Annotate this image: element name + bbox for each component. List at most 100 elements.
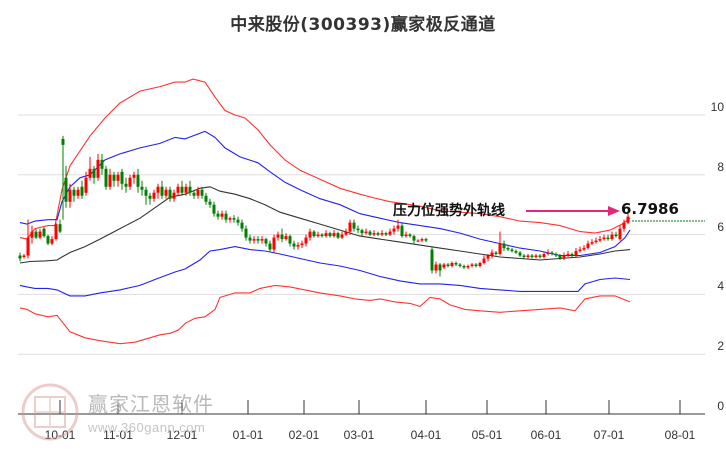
x-tick-label: 11-01 bbox=[103, 428, 133, 442]
y-tick-label: 8 bbox=[717, 159, 724, 174]
x-tick-label: 05-01 bbox=[471, 428, 503, 442]
candle bbox=[308, 231, 312, 238]
candle bbox=[272, 237, 276, 250]
candle bbox=[296, 245, 300, 247]
candle bbox=[268, 243, 272, 250]
candle bbox=[474, 264, 478, 266]
candle bbox=[542, 254, 546, 258]
candle bbox=[372, 233, 376, 235]
candle bbox=[34, 231, 38, 238]
candle bbox=[22, 255, 26, 258]
candle bbox=[164, 189, 168, 196]
x-tick-label: 07-01 bbox=[593, 428, 625, 442]
candle bbox=[442, 264, 446, 268]
candle bbox=[336, 233, 340, 238]
candle bbox=[438, 264, 442, 271]
candle bbox=[232, 218, 236, 220]
candle bbox=[420, 239, 424, 241]
candle bbox=[416, 240, 420, 242]
candle bbox=[26, 237, 30, 256]
candle bbox=[136, 174, 140, 187]
annotation-arrowhead bbox=[608, 206, 620, 216]
candle bbox=[128, 177, 132, 187]
candle bbox=[408, 234, 412, 237]
candle bbox=[244, 228, 248, 238]
candle bbox=[430, 249, 434, 271]
candle bbox=[602, 237, 606, 240]
candle bbox=[582, 248, 586, 250]
candle bbox=[606, 237, 610, 240]
candle bbox=[534, 255, 538, 258]
candle bbox=[18, 255, 22, 259]
watermark-seal-icon bbox=[20, 382, 80, 447]
candle bbox=[352, 222, 356, 229]
candle bbox=[344, 231, 348, 235]
candle bbox=[396, 225, 400, 229]
candle bbox=[204, 195, 208, 202]
candle bbox=[132, 174, 136, 178]
candle bbox=[490, 252, 494, 256]
x-tick-label: 03-01 bbox=[343, 428, 375, 442]
candle bbox=[538, 255, 542, 258]
candle bbox=[494, 252, 498, 255]
candle bbox=[224, 213, 228, 220]
candle bbox=[124, 183, 128, 187]
candle bbox=[216, 213, 220, 217]
candle bbox=[412, 236, 416, 241]
candle bbox=[328, 233, 332, 237]
candle bbox=[478, 263, 482, 266]
candle bbox=[160, 186, 164, 196]
candle bbox=[482, 258, 486, 264]
candle bbox=[466, 265, 470, 268]
candle bbox=[550, 252, 554, 255]
candle bbox=[188, 186, 192, 193]
candle bbox=[388, 231, 392, 235]
candle bbox=[30, 231, 34, 238]
candle bbox=[526, 255, 530, 258]
candle bbox=[240, 222, 244, 229]
channel-bands bbox=[19, 78, 631, 345]
candle bbox=[152, 192, 156, 199]
candle bbox=[384, 233, 388, 235]
y-tick-label: 4 bbox=[717, 279, 724, 294]
candle bbox=[72, 189, 76, 196]
candle bbox=[356, 228, 360, 231]
candle bbox=[88, 168, 92, 178]
candle bbox=[248, 237, 252, 241]
candle bbox=[320, 234, 324, 237]
candle bbox=[376, 233, 380, 235]
candle bbox=[316, 234, 320, 237]
candle bbox=[192, 192, 196, 196]
band-outer_upper bbox=[19, 78, 631, 240]
candle bbox=[514, 251, 518, 253]
candle bbox=[58, 224, 62, 232]
x-tick-label: 01-01 bbox=[232, 428, 264, 442]
candle bbox=[300, 243, 304, 246]
y-tick-label: 2 bbox=[717, 339, 724, 354]
candle bbox=[578, 249, 582, 252]
candle bbox=[84, 177, 88, 193]
candle bbox=[61, 138, 65, 145]
candle bbox=[220, 213, 224, 217]
candle bbox=[252, 239, 256, 241]
candle bbox=[554, 254, 558, 256]
candle bbox=[108, 174, 112, 187]
candle bbox=[80, 186, 84, 196]
candle bbox=[348, 222, 352, 232]
candle bbox=[148, 195, 152, 199]
candle bbox=[228, 218, 232, 220]
candle bbox=[332, 233, 336, 237]
candle bbox=[506, 248, 510, 250]
candle bbox=[54, 224, 58, 240]
band-mid bbox=[19, 186, 631, 264]
candle bbox=[486, 255, 490, 259]
candle bbox=[558, 255, 562, 259]
candle bbox=[236, 219, 240, 223]
candle bbox=[450, 263, 454, 266]
x-tick-label: 06-01 bbox=[530, 428, 562, 442]
candle bbox=[446, 264, 450, 266]
candle bbox=[280, 234, 284, 240]
candle bbox=[76, 189, 80, 196]
x-tick-label: 10-01 bbox=[44, 428, 76, 442]
candle bbox=[392, 228, 396, 232]
